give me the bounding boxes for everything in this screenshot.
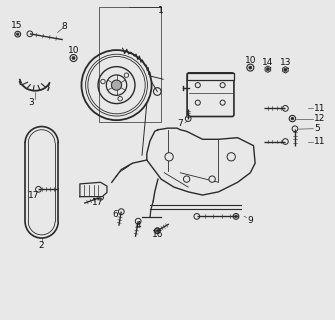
Circle shape [194, 213, 200, 219]
Circle shape [88, 56, 145, 114]
Text: 9: 9 [247, 216, 253, 225]
Circle shape [227, 153, 236, 161]
Text: 11: 11 [314, 137, 326, 146]
Circle shape [118, 96, 122, 101]
Text: 14: 14 [262, 58, 274, 67]
Polygon shape [283, 67, 288, 73]
Circle shape [98, 195, 104, 200]
Circle shape [124, 73, 129, 77]
Circle shape [266, 68, 269, 71]
Circle shape [98, 67, 135, 104]
Circle shape [289, 116, 295, 122]
Text: 17: 17 [28, 190, 40, 200]
Text: 1: 1 [158, 6, 164, 15]
Circle shape [220, 100, 225, 105]
Circle shape [292, 126, 298, 132]
Text: 10: 10 [245, 56, 256, 65]
Circle shape [284, 68, 287, 71]
Circle shape [184, 176, 190, 182]
Circle shape [185, 116, 191, 122]
Text: 12: 12 [314, 114, 325, 123]
Circle shape [27, 31, 33, 37]
Circle shape [154, 228, 160, 234]
Bar [187, 73, 233, 80]
Circle shape [15, 31, 21, 37]
Text: 4: 4 [135, 221, 141, 230]
Polygon shape [80, 182, 107, 197]
Circle shape [233, 213, 239, 219]
Text: 3: 3 [28, 98, 34, 107]
Circle shape [249, 66, 252, 69]
Circle shape [36, 187, 41, 192]
Circle shape [156, 229, 158, 232]
Circle shape [291, 117, 294, 120]
Circle shape [86, 54, 147, 116]
Text: 11: 11 [314, 104, 326, 113]
Circle shape [70, 54, 77, 61]
Circle shape [209, 176, 215, 182]
Circle shape [282, 139, 288, 144]
Circle shape [155, 228, 160, 233]
Text: 7: 7 [177, 119, 183, 128]
Circle shape [112, 80, 122, 90]
Circle shape [72, 56, 75, 60]
Circle shape [235, 215, 237, 218]
FancyBboxPatch shape [187, 73, 234, 116]
Text: 15: 15 [11, 21, 23, 30]
Text: 13: 13 [280, 58, 291, 67]
Text: 16: 16 [151, 230, 163, 239]
Circle shape [282, 106, 288, 111]
Circle shape [16, 33, 19, 36]
Polygon shape [147, 128, 255, 195]
Text: 5: 5 [314, 124, 320, 133]
Text: 10: 10 [68, 46, 79, 55]
Circle shape [195, 83, 200, 88]
Text: 17: 17 [92, 197, 103, 206]
Text: 2: 2 [39, 241, 45, 250]
Circle shape [195, 100, 200, 105]
Circle shape [119, 209, 124, 214]
Circle shape [165, 153, 173, 161]
Circle shape [101, 79, 105, 84]
Circle shape [81, 50, 151, 120]
Circle shape [106, 75, 127, 95]
Circle shape [220, 83, 225, 88]
Text: 8: 8 [61, 22, 67, 31]
Bar [99, 7, 161, 122]
Text: 6: 6 [112, 210, 118, 219]
Circle shape [247, 64, 254, 71]
Circle shape [135, 218, 141, 224]
Polygon shape [265, 66, 271, 72]
Circle shape [153, 88, 161, 95]
